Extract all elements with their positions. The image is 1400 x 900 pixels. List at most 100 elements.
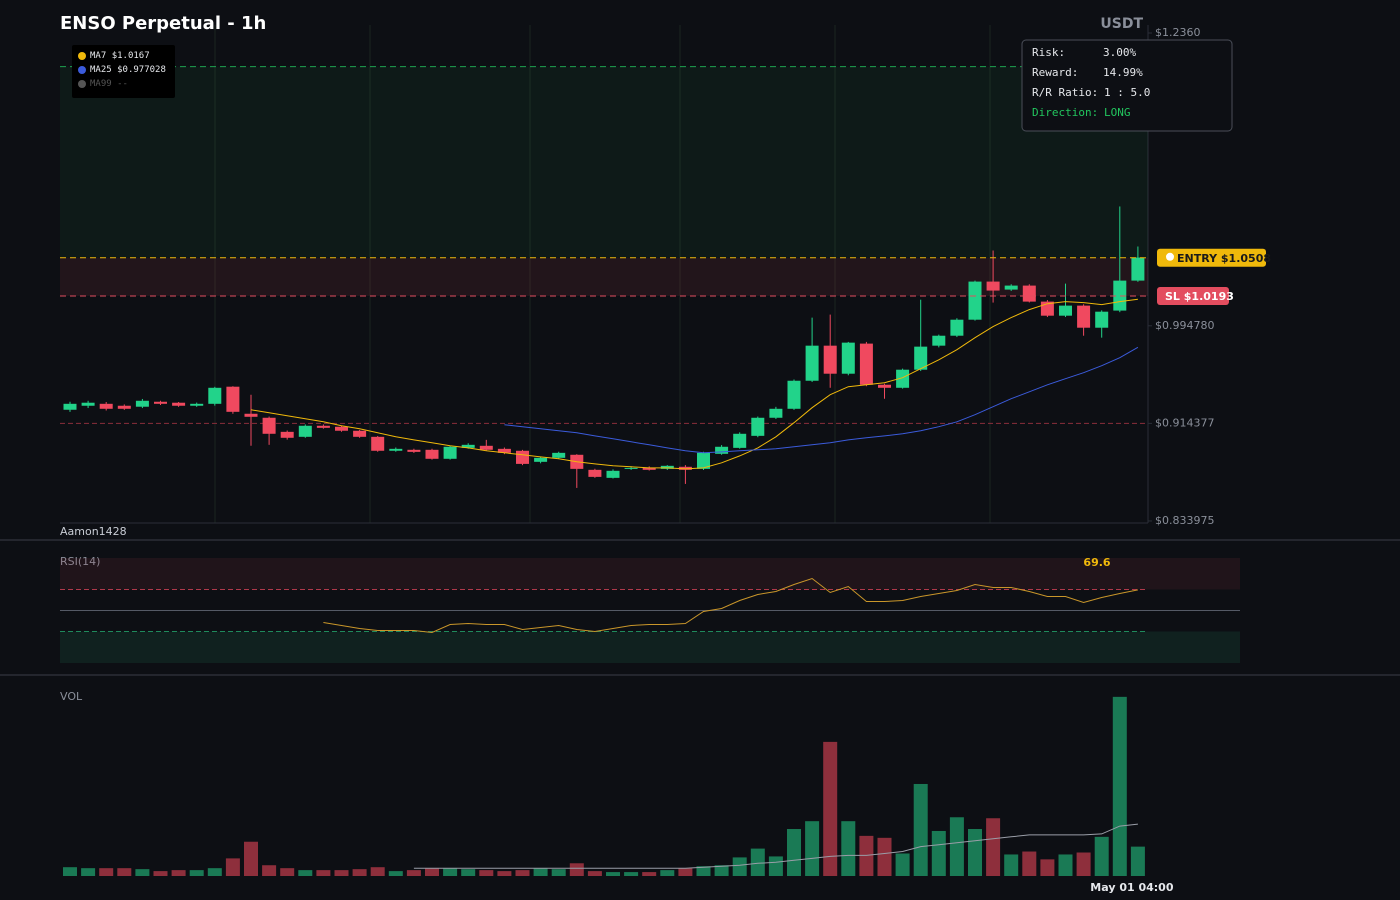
stop-loss-label: SL: [1165, 290, 1180, 303]
volume-bar: [225, 858, 240, 876]
oversold-zone: [60, 631, 1240, 663]
vertical-grid: [214, 25, 991, 523]
volume-title: VOL: [60, 690, 83, 703]
volume-bar: [244, 841, 258, 876]
volume-bar: [877, 837, 892, 876]
candle-body: [353, 430, 367, 437]
candle-body: [859, 343, 873, 385]
volume-bar: [425, 868, 439, 876]
candle-body: [697, 452, 710, 469]
volume-bar: [388, 871, 403, 876]
legend-value: $0.977028: [117, 65, 166, 75]
candle-body: [914, 346, 928, 370]
volume-bar: [913, 783, 928, 876]
entry-icon: [1166, 252, 1174, 261]
volume-bar: [841, 821, 856, 876]
candle-body: [823, 345, 837, 374]
stop-loss-badge-text: SL $1.0193: [1165, 290, 1234, 303]
candle-body: [316, 425, 330, 428]
candle-body: [280, 431, 294, 438]
candle-body: [624, 467, 638, 469]
rsi-title: RSI(14): [60, 555, 100, 568]
quote-currency: USDT: [1100, 16, 1143, 32]
y-tick-label: $1.2360: [1155, 26, 1201, 39]
volume-bar: [280, 868, 295, 876]
volume-bar: [895, 853, 910, 876]
candle-body: [461, 444, 475, 448]
candle-body: [805, 345, 819, 381]
volume-bar: [1112, 696, 1127, 876]
legend-name: MA25: [90, 65, 112, 75]
candle-body: [389, 448, 403, 451]
volume-bar: [1094, 836, 1109, 876]
candle-body: [1077, 305, 1091, 328]
trade-info-label: Direction:: [1032, 106, 1098, 119]
candle-body: [1022, 285, 1036, 302]
volume-bar: [316, 870, 331, 876]
candle-body: [932, 335, 946, 346]
candle-body: [950, 319, 964, 336]
volume-bar: [1040, 859, 1055, 876]
candle-body: [443, 446, 457, 459]
trade-info-value: 3.00%: [1103, 46, 1136, 59]
entry-label: ENTRY: [1177, 252, 1218, 265]
candle-body: [1095, 311, 1109, 328]
candle-body: [642, 467, 656, 470]
volume-bar: [551, 869, 566, 876]
volume-bar: [931, 830, 946, 876]
volume-bar: [587, 871, 602, 876]
candle-body: [733, 433, 747, 448]
legend-name: MA7: [90, 51, 106, 61]
volume-bar: [443, 868, 458, 876]
candle-body: [262, 417, 276, 434]
volume-bar: [171, 870, 186, 876]
legend-value: $1.0167: [112, 51, 150, 61]
legend-swatch: [78, 80, 86, 88]
volume-bar: [99, 868, 114, 876]
ma-line: [504, 346, 1139, 454]
volume-bar: [1022, 851, 1037, 876]
stop-loss-badge: [1157, 287, 1229, 306]
legend-box: [72, 45, 175, 98]
candle-body: [226, 386, 240, 412]
volume-bar: [823, 741, 838, 876]
profit-zone: [60, 66, 1148, 258]
candle-body: [425, 449, 439, 459]
volume-bar: [732, 857, 747, 876]
volume-bar: [406, 870, 421, 876]
candle-body: [606, 470, 620, 478]
candle-body: [588, 469, 602, 477]
entry-badge: [1157, 248, 1266, 267]
candle-body: [787, 380, 801, 409]
volume-bar: [1076, 852, 1091, 876]
candle-body: [878, 384, 891, 388]
candle-body: [534, 457, 548, 462]
candle-body: [117, 405, 131, 409]
candle-body: [986, 281, 1000, 291]
candle-body: [715, 446, 729, 454]
candle-body: [407, 449, 421, 452]
candle-body: [1113, 280, 1127, 311]
legend-entry: MA25 $0.977028: [90, 65, 166, 75]
rsi-line: [323, 577, 1138, 634]
volume-bar: [768, 856, 783, 876]
legend-swatch: [78, 52, 86, 60]
candle-body: [208, 387, 222, 404]
volume-bar: [207, 868, 222, 876]
volume-bar: [805, 821, 820, 876]
entry-badge-text: ENTRY $1.0508: [1177, 252, 1271, 265]
volume-bar: [1004, 854, 1019, 876]
trade-info-box: [1021, 39, 1233, 132]
volume-bar: [153, 871, 168, 876]
volume-bar: [63, 867, 77, 876]
volume-bar: [606, 872, 620, 876]
volume-bar: [624, 872, 639, 876]
volume-bar: [515, 870, 530, 876]
y-tick-label: $0.914377: [1155, 416, 1215, 429]
candle-body: [81, 402, 95, 406]
candle-body: [154, 401, 167, 404]
overbought-zone: [60, 558, 1240, 590]
trade-info-value: 14.99%: [1103, 66, 1143, 79]
volume-bar: [696, 866, 711, 876]
volume-bar: [569, 863, 584, 876]
